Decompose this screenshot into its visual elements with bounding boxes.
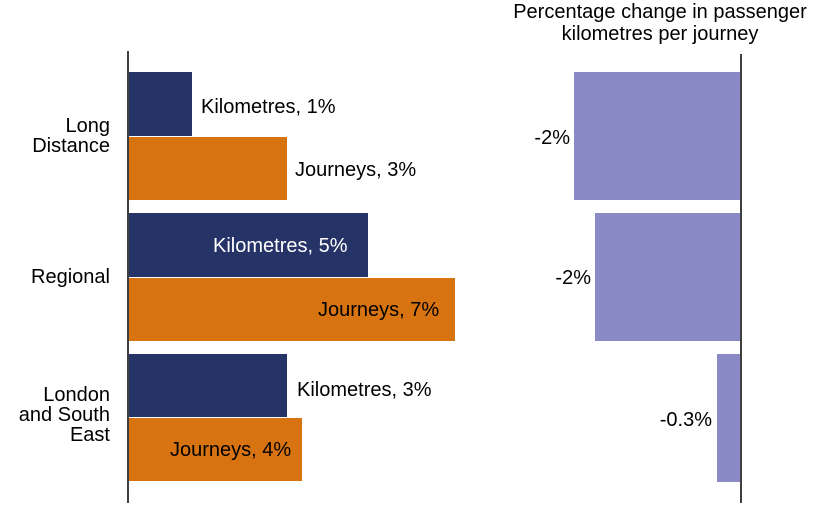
bar-value-label: Kilometres, 3% [297, 379, 432, 401]
right-chart-baseline-axis [740, 54, 742, 503]
bar-journeys-london-and-south-east [129, 418, 302, 481]
bar-value-label: Journeys, 4% [170, 439, 292, 461]
bar-value-label: -2% [534, 127, 570, 149]
bar-change-london-and-south-east [717, 354, 740, 482]
bar-value-label: -0.3% [659, 409, 712, 431]
right-panel-title: Percentage change in passenger kilometre… [513, 1, 807, 45]
bar-journeys-regional [129, 278, 455, 341]
bar-kilometres-long-distance [129, 72, 192, 136]
bar-value-label: Kilometres, 1% [201, 96, 336, 118]
bar-kilometres-regional [129, 213, 368, 277]
category-label-long-distance: Long Distance [32, 115, 110, 157]
bar-journeys-long-distance [129, 137, 287, 200]
bar-value-label: -2% [555, 267, 591, 289]
bar-change-long-distance [574, 72, 740, 200]
bar-value-label: Kilometres, 5% [213, 235, 348, 257]
category-label-regional: Regional [31, 266, 110, 288]
bar-value-label: Journeys, 3% [295, 159, 417, 181]
category-label-london-and-south-east: London and South East [18, 384, 110, 446]
bar-value-label: Journeys, 7% [318, 299, 440, 321]
left-chart-baseline-axis [127, 51, 129, 503]
bar-kilometres-london-and-south-east [129, 354, 287, 417]
bar-change-regional [595, 213, 740, 341]
